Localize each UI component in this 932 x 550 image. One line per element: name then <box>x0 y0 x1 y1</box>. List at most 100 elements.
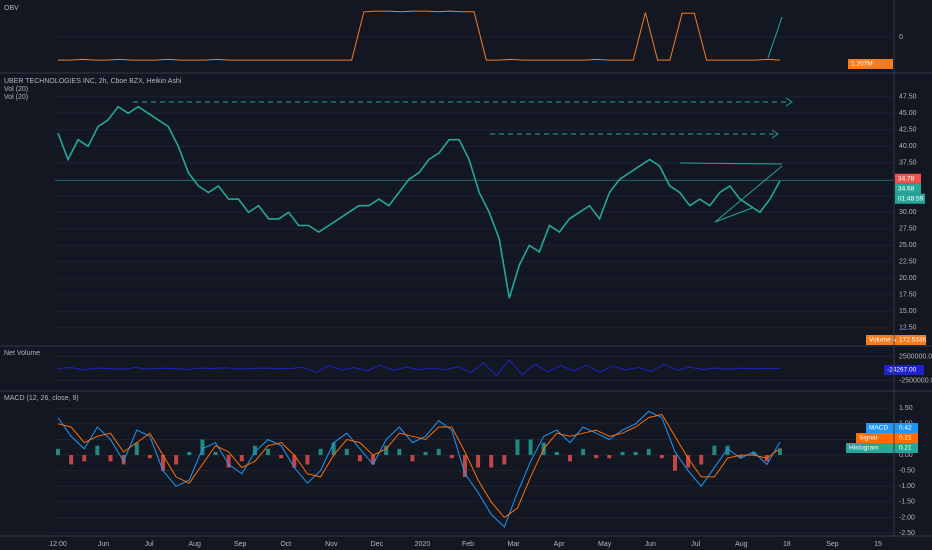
y-tick-label: 47.50 <box>899 94 917 101</box>
macd-tag-box <box>846 443 896 453</box>
series-line <box>57 413 781 519</box>
x-tick-label: Dec <box>371 541 384 548</box>
price-line <box>57 105 781 299</box>
y-tick-label: -2.00 <box>899 514 915 521</box>
macd-tag: MACD <box>869 425 888 432</box>
macd-tag-value-box <box>896 443 918 453</box>
histogram-bar <box>56 448 60 456</box>
x-tick-label: Mar <box>508 541 521 548</box>
histogram-bar <box>95 445 100 456</box>
price-tag-box <box>895 173 921 184</box>
histogram-bar <box>686 455 691 468</box>
countdown-tag-box <box>895 193 925 204</box>
histogram-bar <box>699 455 704 465</box>
panel-subtitle: Vol (20) <box>4 94 28 101</box>
nv-tag: -24267.00 <box>887 367 917 374</box>
volume-tag-value-box <box>896 335 926 345</box>
macd-tag-value: 0.21 <box>899 435 912 442</box>
histogram-bar <box>213 451 218 456</box>
histogram-bar <box>581 448 586 456</box>
y-tick-label: -0.50 <box>899 468 915 475</box>
y-tick-label: -1.00 <box>899 483 915 490</box>
histogram-bar <box>462 455 467 477</box>
volume-tag-box <box>866 335 896 345</box>
y-tick-label: 27.50 <box>899 226 917 233</box>
panel-title: Net Volume <box>4 350 40 357</box>
histogram-bar <box>239 455 244 462</box>
x-tick-label: Sep <box>826 541 839 548</box>
arrow <box>771 129 779 139</box>
histogram-bar <box>318 448 323 456</box>
histogram-bar <box>108 455 113 462</box>
histogram-bar <box>738 455 743 459</box>
panel-title: UBER TECHNOLOGIES INC, 2h, Cboe BZX, Hei… <box>4 78 182 85</box>
x-tick-label: Aug <box>188 541 201 548</box>
last-tag: 1.207M <box>851 61 873 68</box>
price-tag-box <box>895 183 921 194</box>
histogram-bar <box>121 455 126 465</box>
histogram-bar <box>134 442 139 456</box>
histogram-bar <box>489 455 494 468</box>
y-tick-label: -2500000.00 <box>899 377 932 384</box>
y-tick-label: 2500000.00 <box>899 353 932 360</box>
x-tick-label: 18 <box>783 541 791 548</box>
macd-tag-value: 0.42 <box>899 425 912 432</box>
y-tick-label: 17.50 <box>899 292 917 299</box>
trend-line <box>714 207 753 223</box>
panel-title: OBV <box>4 5 19 12</box>
trend-line <box>714 165 783 223</box>
nv-tag-box <box>884 365 924 375</box>
histogram-bar <box>712 445 717 456</box>
x-tick-label: 12:00 <box>49 541 67 548</box>
y-tick-label: 22.50 <box>899 259 917 266</box>
histogram-bar <box>567 455 572 462</box>
histogram-bar <box>397 448 402 456</box>
x-tick-label: 2020 <box>415 541 431 548</box>
y-tick-label: -2.50 <box>899 530 915 537</box>
y-tick-label: 42.50 <box>899 127 917 134</box>
x-tick-label: Jun <box>645 541 656 548</box>
volume-tag-value: 172.533K <box>899 337 927 344</box>
y-tick-label: 12.50 <box>899 325 917 332</box>
y-tick-label: 20.00 <box>899 275 917 282</box>
histogram-bar <box>279 455 284 459</box>
histogram-bar <box>161 455 166 471</box>
x-tick-label: Nov <box>325 541 338 548</box>
histogram-bar <box>410 455 415 462</box>
x-tick-label: Feb <box>462 541 474 548</box>
histogram-bar <box>147 455 152 459</box>
countdown-tag: 01:48:59 <box>898 195 924 202</box>
annotations <box>133 16 793 223</box>
x-tick-label: Oct <box>280 541 291 548</box>
histogram-bar <box>266 448 271 456</box>
arrow <box>785 97 793 107</box>
macd-tag-value-box <box>896 423 918 433</box>
histogram-bar <box>252 445 257 456</box>
y-tick-label: 0.00 <box>899 452 913 459</box>
histogram-bar <box>331 442 336 456</box>
y-tick-label: 40.00 <box>899 143 917 150</box>
macd-tag: Histogram <box>849 445 879 452</box>
trend-line <box>679 162 783 165</box>
histogram-bar <box>305 455 310 465</box>
histogram-bar <box>502 455 507 465</box>
histogram-bar <box>659 455 664 459</box>
last-tag-box <box>848 59 893 69</box>
y-tick-label: 0 <box>899 34 903 41</box>
histogram-bar <box>476 455 481 468</box>
histogram-bar <box>554 451 559 456</box>
series-line <box>57 410 781 528</box>
price-tag: 34.68 <box>898 185 915 192</box>
y-tick-label: -1.50 <box>899 499 915 506</box>
x-tick-label: Jun <box>98 541 109 548</box>
histogram-bar <box>187 451 192 456</box>
x-tick-label: Jul <box>145 541 154 548</box>
histogram-bar <box>344 448 349 456</box>
price-tag: 34.78 <box>898 175 915 182</box>
y-tick-label: 1.50 <box>899 405 913 412</box>
histogram-bar <box>436 448 441 456</box>
macd-tag: Signal <box>859 435 878 442</box>
macd-tag-box <box>866 423 896 433</box>
histogram-bar <box>226 455 231 468</box>
